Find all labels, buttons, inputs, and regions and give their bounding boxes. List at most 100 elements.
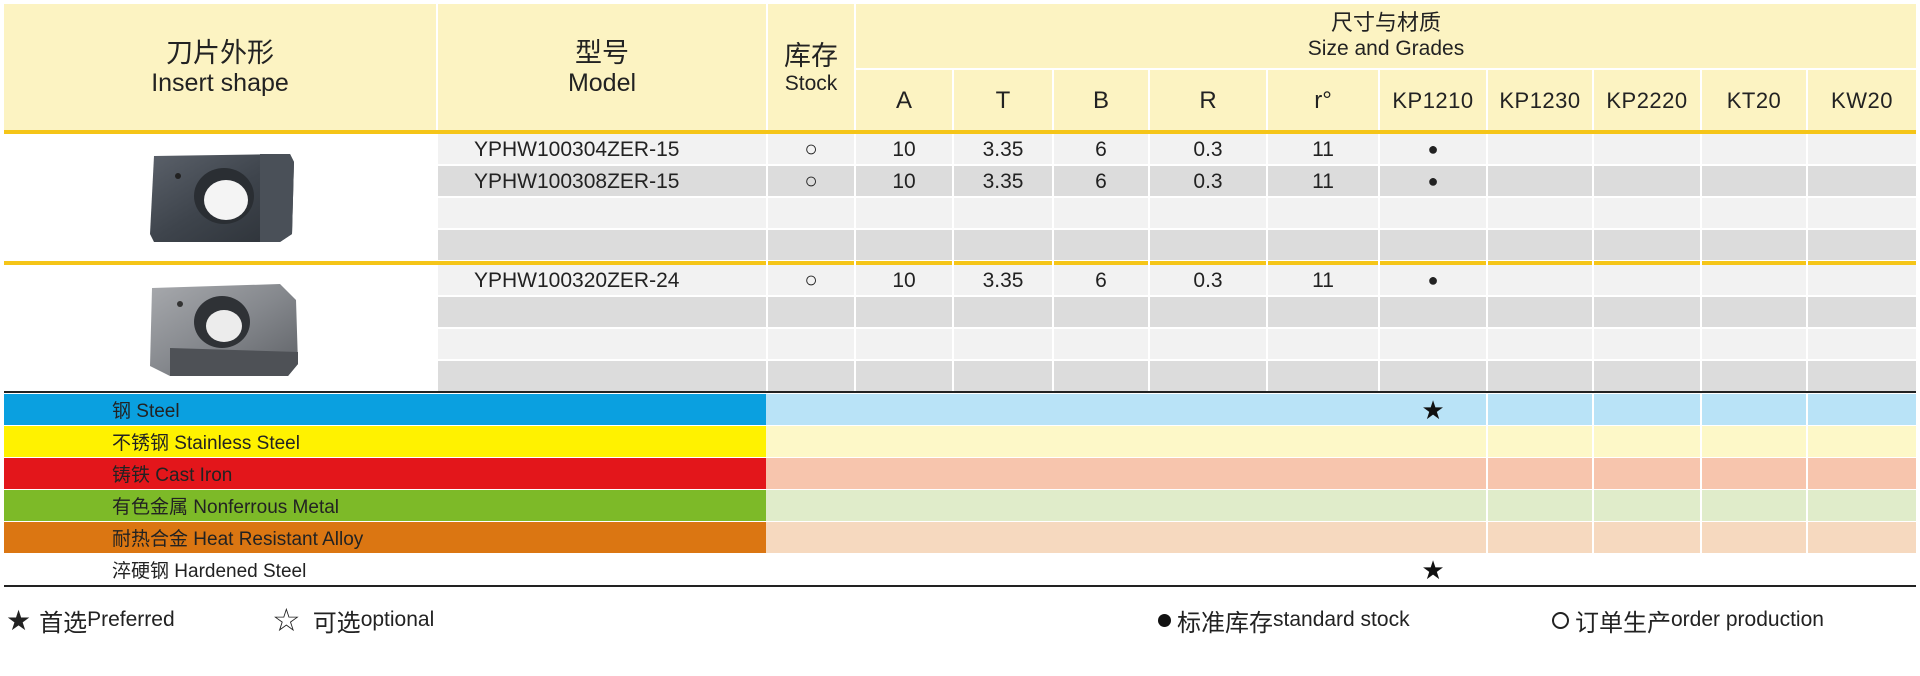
group-divider [4,261,1916,265]
table-row [438,230,1916,260]
column-divider [952,134,954,392]
filled-star-icon: ★ [1421,554,1445,585]
material-label: 铸铁 Cast Iron [4,458,766,489]
legend-stock-en: standard stock [1273,608,1410,631]
legend-optional: ☆ 可选 optional [272,600,434,640]
column-divider [1700,134,1702,392]
table-row [438,265,1916,295]
legend-order-en: order production [1671,608,1824,631]
header-size-grades: 尺寸与材质 Size and Grades [856,4,1916,68]
material-band [766,490,1916,521]
header-divider [1700,70,1702,132]
header-stock: 库存 Stock [768,4,854,132]
header-bottom-rule [4,130,1916,134]
header-col-a: A [895,87,912,114]
cell-t: 3.35 [982,269,1024,292]
column-divider [1806,394,1808,425]
header-col-t: T [995,87,1011,114]
header-size-grades-zh: 尺寸与材质 [1330,11,1441,36]
header-divider [436,4,438,132]
material-band [766,522,1916,553]
header-model: 型号 Model [438,4,766,132]
header-col-r: R [1199,87,1217,114]
cell-a: 10 [892,138,916,161]
header-divider [856,68,1916,70]
column-divider [1486,554,1488,585]
material-band [766,458,1916,489]
header-model-en: Model [567,69,637,97]
legend-optional-en: optional [360,608,435,631]
header-divider [952,70,954,132]
legend-order-zh: 订单生产 [1575,608,1671,637]
header-divider [1486,70,1488,132]
header-col-b: B [1092,87,1109,114]
model-cell: YPHW100320ZER-24 [474,269,680,292]
cell-b: 6 [1095,138,1107,161]
material-label: 有色金属 Nonferrous Metal [4,490,766,521]
column-divider [1592,522,1594,553]
cell-r: 0.3 [1193,269,1223,292]
cell-r: 0.3 [1193,170,1223,193]
column-divider [1486,490,1488,521]
header-col-corner-radius: r° [1314,87,1332,114]
column-divider [1806,426,1808,457]
header-insert-shape-zh: 刀片外形 [166,38,274,69]
column-divider [1486,134,1488,392]
filled-star-icon [1380,490,1486,522]
open-circle-icon [1552,611,1569,629]
row-separator [4,457,1916,458]
table-row [438,166,1916,196]
row-separator [4,521,1916,522]
column-divider [1700,458,1702,489]
table-rule [4,585,1916,587]
column-divider [1806,134,1808,392]
column-divider [1266,134,1268,392]
cell-a: 10 [892,269,916,292]
column-divider [1052,134,1054,392]
material-band [766,426,1916,457]
material-label: 不锈钢 Stainless Steel [4,426,766,457]
cell-corner-radius: 11 [1312,138,1334,161]
legend-standard-stock: 标准库存 standard stock [1158,600,1410,640]
model-cell: YPHW100304ZER-15 [474,138,680,161]
cell-b: 6 [1095,170,1107,193]
row-separator [4,553,1916,554]
header-insert-shape: 刀片外形 Insert shape [4,4,436,132]
legend-preferred: ★ 首选 Preferred [6,600,175,640]
header-grade-kp2220: KP2220 [1606,88,1688,113]
material-label: 淬硬钢 Hardened Steel [4,554,766,585]
row-separator [4,425,1916,426]
table-row [438,297,1916,327]
table-row [438,198,1916,228]
header-divider [1052,70,1054,132]
model-cell: YPHW100308ZER-15 [474,170,680,193]
column-divider [1700,394,1702,425]
header-divider [766,4,768,132]
column-divider [1378,134,1380,392]
column-divider [1592,458,1594,489]
table-rule [4,391,1916,393]
legend-stock-zh: 标准库存 [1177,608,1273,637]
header-grade-kp1230: KP1230 [1499,88,1581,113]
column-divider [1806,458,1808,489]
column-divider [1806,522,1808,553]
column-divider [1700,554,1702,585]
header-insert-shape-en: Insert shape [151,69,289,97]
filled-star-icon [1380,426,1486,458]
table-row [438,329,1916,359]
filled-star-icon: ★ [6,604,32,636]
filled-star-icon: ★ [1421,394,1445,425]
column-divider [1806,554,1808,585]
cell-corner-radius: 11 [1312,170,1334,193]
cell-corner-radius: 11 [1312,269,1334,292]
cell-a: 10 [892,170,916,193]
insert-image [140,280,310,380]
column-divider [1700,522,1702,553]
header-divider [1592,70,1594,132]
header-divider [854,4,856,132]
header-divider [1378,70,1380,132]
column-divider [1700,426,1702,457]
cell-t: 3.35 [982,138,1024,161]
legend-preferred-zh: 首选 [39,608,88,637]
column-divider [1592,426,1594,457]
